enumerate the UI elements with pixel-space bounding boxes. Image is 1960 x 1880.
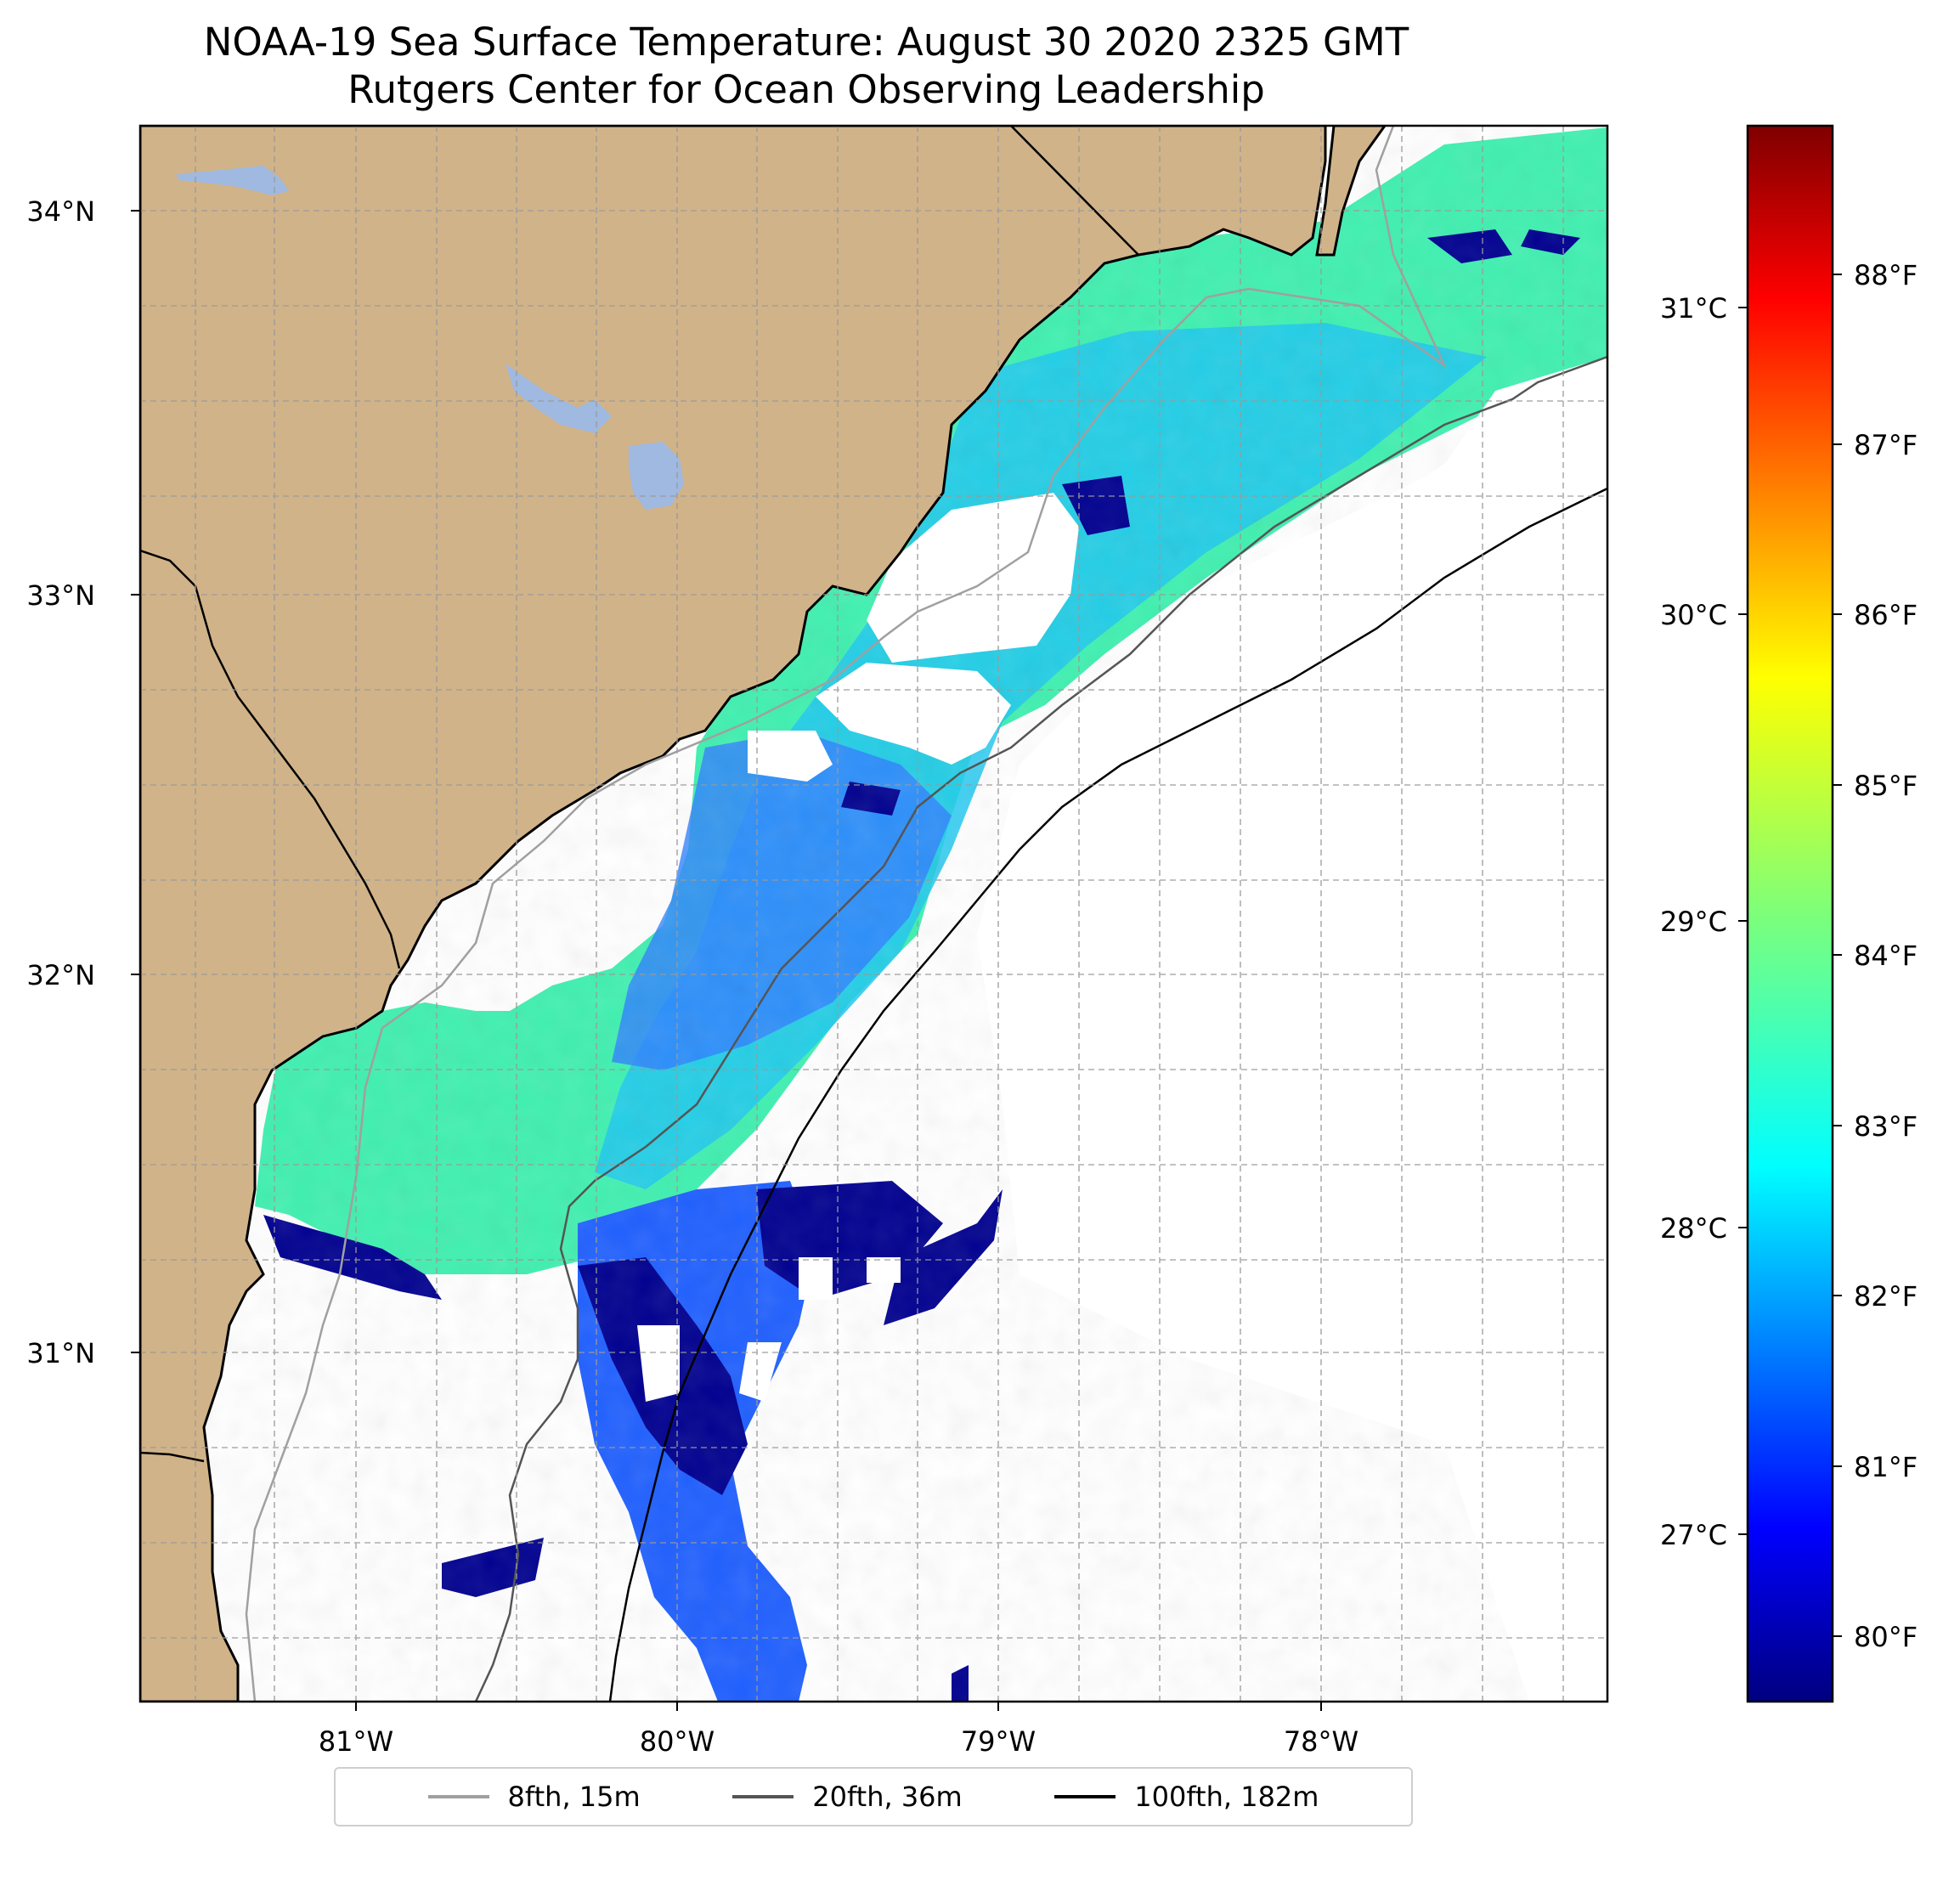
colorbar-c-29: 29°C — [1660, 906, 1727, 938]
title-line-2: Rutgers Center for Ocean Observing Leade… — [347, 67, 1265, 112]
map-area — [140, 126, 1607, 1702]
axis-ticks — [131, 210, 1322, 1711]
legend-label-20fth: 20fth, 36m — [812, 1781, 963, 1813]
legend-item-100fth: 100fth, 182m — [1054, 1781, 1319, 1813]
lakes — [177, 166, 684, 510]
legend-line-8fth — [427, 1795, 489, 1798]
lat-label-32n: 32°N — [26, 959, 95, 991]
lon-label-80w: 80°W — [640, 1725, 715, 1758]
lat-label-33n: 33°N — [26, 579, 95, 612]
gridlines — [140, 126, 1607, 1702]
lon-label-81w: 81°W — [319, 1725, 393, 1758]
colorbar-f-80: 80°F — [1854, 1621, 1918, 1653]
legend-item-8fth: 8fth, 15m — [427, 1781, 641, 1813]
legend-line-100fth — [1054, 1795, 1116, 1798]
legend-label-8fth: 8fth, 15m — [507, 1781, 641, 1813]
colorbar-f-86: 86°F — [1854, 599, 1918, 631]
isobath-8fth — [245, 126, 1448, 1702]
lon-label-78w: 78°W — [1284, 1725, 1358, 1758]
isobath-legend: 8fth, 15m 20fth, 36m 100fth, 182m — [334, 1767, 1413, 1826]
state-borders — [140, 126, 1139, 1463]
title-line-1: NOAA-19 Sea Surface Temperature: August … — [203, 20, 1409, 65]
colorbar-f-85: 85°F — [1854, 770, 1918, 802]
land-outer-banks — [1315, 126, 1387, 257]
isobath-100fth — [608, 487, 1607, 1702]
legend-label-100fth: 100fth, 182m — [1134, 1781, 1319, 1813]
colorbar-c-30: 30°C — [1660, 599, 1727, 631]
isobath-20fth — [474, 355, 1607, 1702]
colorbar-c-27: 27°C — [1660, 1519, 1727, 1551]
lat-label-31n: 31°N — [26, 1337, 95, 1369]
colorbar-f-83: 83°F — [1854, 1110, 1918, 1143]
colorbar-gradient — [1746, 124, 1834, 1703]
colorbar-f-84: 84°F — [1854, 940, 1918, 972]
cloud-masks — [637, 357, 1607, 1702]
colorbar-ticks — [1738, 274, 1842, 1637]
lat-label-34n: 34°N — [26, 195, 95, 228]
legend-item-20fth: 20fth, 36m — [732, 1781, 963, 1813]
map-title: NOAA-19 Sea Surface Temperature: August … — [140, 19, 1472, 114]
lon-label-79w: 79°W — [961, 1725, 1036, 1758]
colorbar: 31°C 30°C 29°C 28°C 27°C 88°F 87°F 86°F … — [1660, 124, 1918, 1703]
land-carolinas-georgia — [140, 126, 1327, 1702]
colorbar-c-31: 31°C — [1660, 292, 1727, 325]
colorbar-f-82: 82°F — [1854, 1280, 1918, 1313]
map-frame — [138, 124, 1609, 1703]
colorbar-f-81: 81°F — [1854, 1451, 1918, 1483]
colorbar-f-87: 87°F — [1854, 429, 1918, 461]
legend-line-20fth — [732, 1795, 794, 1798]
colorbar-f-88: 88°F — [1854, 259, 1918, 291]
colorbar-c-28: 28°C — [1660, 1212, 1727, 1245]
